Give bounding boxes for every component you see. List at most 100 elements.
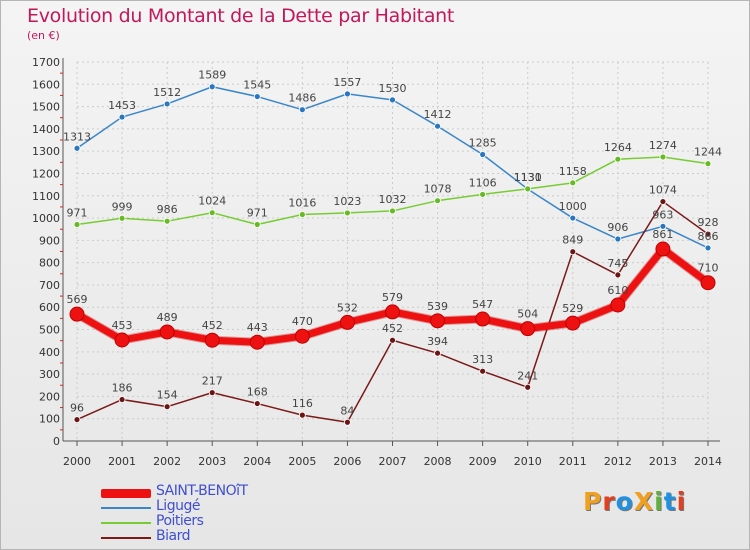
x-tick-label: 2014 (694, 455, 722, 468)
data-point-biard (659, 198, 667, 205)
data-label-biard: 849 (562, 234, 583, 247)
legend-swatch (101, 522, 151, 524)
data-label-ligug-: 1512 (153, 86, 181, 99)
logo-letter: X (633, 487, 655, 516)
data-label-saint-beno-t: 453 (112, 319, 133, 332)
data-point-poitiers (524, 185, 532, 193)
y-tick-label: 900 (39, 234, 60, 247)
data-label-ligug-: 1557 (333, 76, 361, 89)
data-point-saint-beno-t (114, 332, 130, 348)
data-point-biard (389, 336, 396, 344)
data-point-biard (614, 271, 622, 279)
data-point-saint-beno-t (565, 315, 581, 331)
proxiti-logo: ProXiti (583, 487, 686, 516)
y-tick-label: 600 (39, 301, 60, 314)
data-label-poitiers: 1024 (198, 195, 226, 208)
data-point-ligug- (118, 113, 126, 121)
data-point-saint-beno-t (159, 324, 175, 340)
x-tick-label: 2008 (424, 455, 452, 468)
legend-label: Poitiers (156, 513, 204, 529)
data-point-biard (344, 418, 351, 426)
data-point-ligug- (479, 151, 487, 158)
data-label-biard: 168 (247, 386, 268, 399)
data-label-poitiers: 1264 (604, 141, 632, 154)
chart-title: Evolution du Montant de la Dette par Hab… (27, 5, 455, 27)
data-point-biard (118, 396, 126, 403)
data-point-biard (253, 400, 261, 407)
y-tick-label: 1200 (32, 167, 60, 180)
data-label-poitiers: 1274 (649, 139, 677, 152)
data-point-saint-beno-t (385, 304, 400, 320)
data-point-ligug- (389, 96, 396, 104)
data-label-saint-beno-t: 579 (382, 291, 403, 304)
data-label-biard: 241 (517, 369, 538, 382)
data-label-biard: 452 (382, 322, 403, 335)
data-point-poitiers (344, 209, 351, 217)
data-point-poitiers (704, 160, 712, 168)
data-label-poitiers: 971 (67, 207, 88, 220)
x-tick-label: 2011 (559, 455, 587, 468)
data-label-saint-beno-t: 470 (292, 315, 313, 328)
y-tick-label: 1300 (32, 145, 60, 158)
data-point-ligug- (659, 222, 667, 230)
data-label-saint-beno-t: 529 (562, 302, 583, 315)
data-label-biard: 154 (157, 389, 178, 402)
data-point-saint-beno-t (700, 275, 716, 291)
data-point-saint-beno-t (69, 306, 85, 322)
data-label-ligug-: 866 (698, 230, 719, 243)
data-point-poitiers (163, 217, 171, 225)
data-point-saint-beno-t (249, 334, 265, 350)
data-label-saint-beno-t: 710 (698, 262, 719, 275)
data-point-poitiers (614, 155, 622, 163)
data-label-biard: 1074 (649, 184, 677, 197)
legend-label: SAINT-BENOîT (156, 483, 248, 499)
data-label-poitiers: 1131 (514, 171, 542, 184)
logo-letter: i (654, 487, 664, 516)
x-tick-label: 2012 (604, 455, 632, 468)
data-label-biard: 313 (472, 353, 493, 366)
legend-label: Biard (156, 528, 190, 544)
legend-label: Ligugé (156, 498, 200, 514)
data-point-poitiers (479, 191, 487, 198)
data-point-saint-beno-t (520, 321, 536, 337)
data-label-biard: 96 (70, 402, 84, 415)
data-label-poitiers: 999 (112, 200, 133, 213)
data-point-ligug- (614, 235, 622, 243)
x-tick-label: 2013 (649, 455, 677, 468)
data-label-ligug-: 1285 (469, 137, 497, 150)
y-tick-label: 200 (39, 390, 60, 403)
x-tick-label: 2009 (469, 455, 497, 468)
data-point-poitiers (118, 214, 126, 222)
data-label-biard: 116 (292, 397, 313, 410)
data-label-saint-beno-t: 610 (607, 284, 628, 297)
data-label-ligug-: 1530 (379, 82, 407, 95)
data-point-poitiers (73, 221, 81, 228)
y-tick-label: 1600 (32, 78, 60, 91)
data-point-saint-beno-t (339, 314, 355, 330)
data-point-saint-beno-t (430, 313, 446, 329)
data-label-biard: 394 (427, 335, 448, 348)
data-point-ligug- (253, 93, 261, 100)
data-label-saint-beno-t: 861 (652, 228, 673, 241)
y-tick-label: 0 (53, 435, 60, 448)
data-label-poitiers: 1106 (469, 176, 497, 189)
y-tick-label: 1000 (32, 212, 60, 225)
data-point-biard (524, 383, 532, 391)
data-point-saint-beno-t (610, 297, 626, 313)
data-point-biard (73, 416, 81, 423)
y-tick-label: 1100 (32, 190, 60, 203)
data-label-biard: 186 (112, 382, 133, 395)
logo-letter: t (663, 487, 677, 516)
x-tick-label: 2010 (514, 455, 542, 468)
data-label-saint-beno-t: 569 (67, 293, 88, 306)
data-point-saint-beno-t (475, 311, 491, 327)
data-label-ligug-: 1412 (424, 108, 452, 121)
data-label-biard: 217 (202, 375, 223, 388)
data-label-biard: 84 (340, 404, 354, 417)
data-point-biard (434, 349, 441, 357)
data-label-ligug-: 906 (607, 221, 628, 234)
data-label-poitiers: 1032 (379, 193, 407, 206)
data-label-biard: 928 (698, 216, 719, 229)
y-tick-label: 500 (39, 324, 60, 337)
